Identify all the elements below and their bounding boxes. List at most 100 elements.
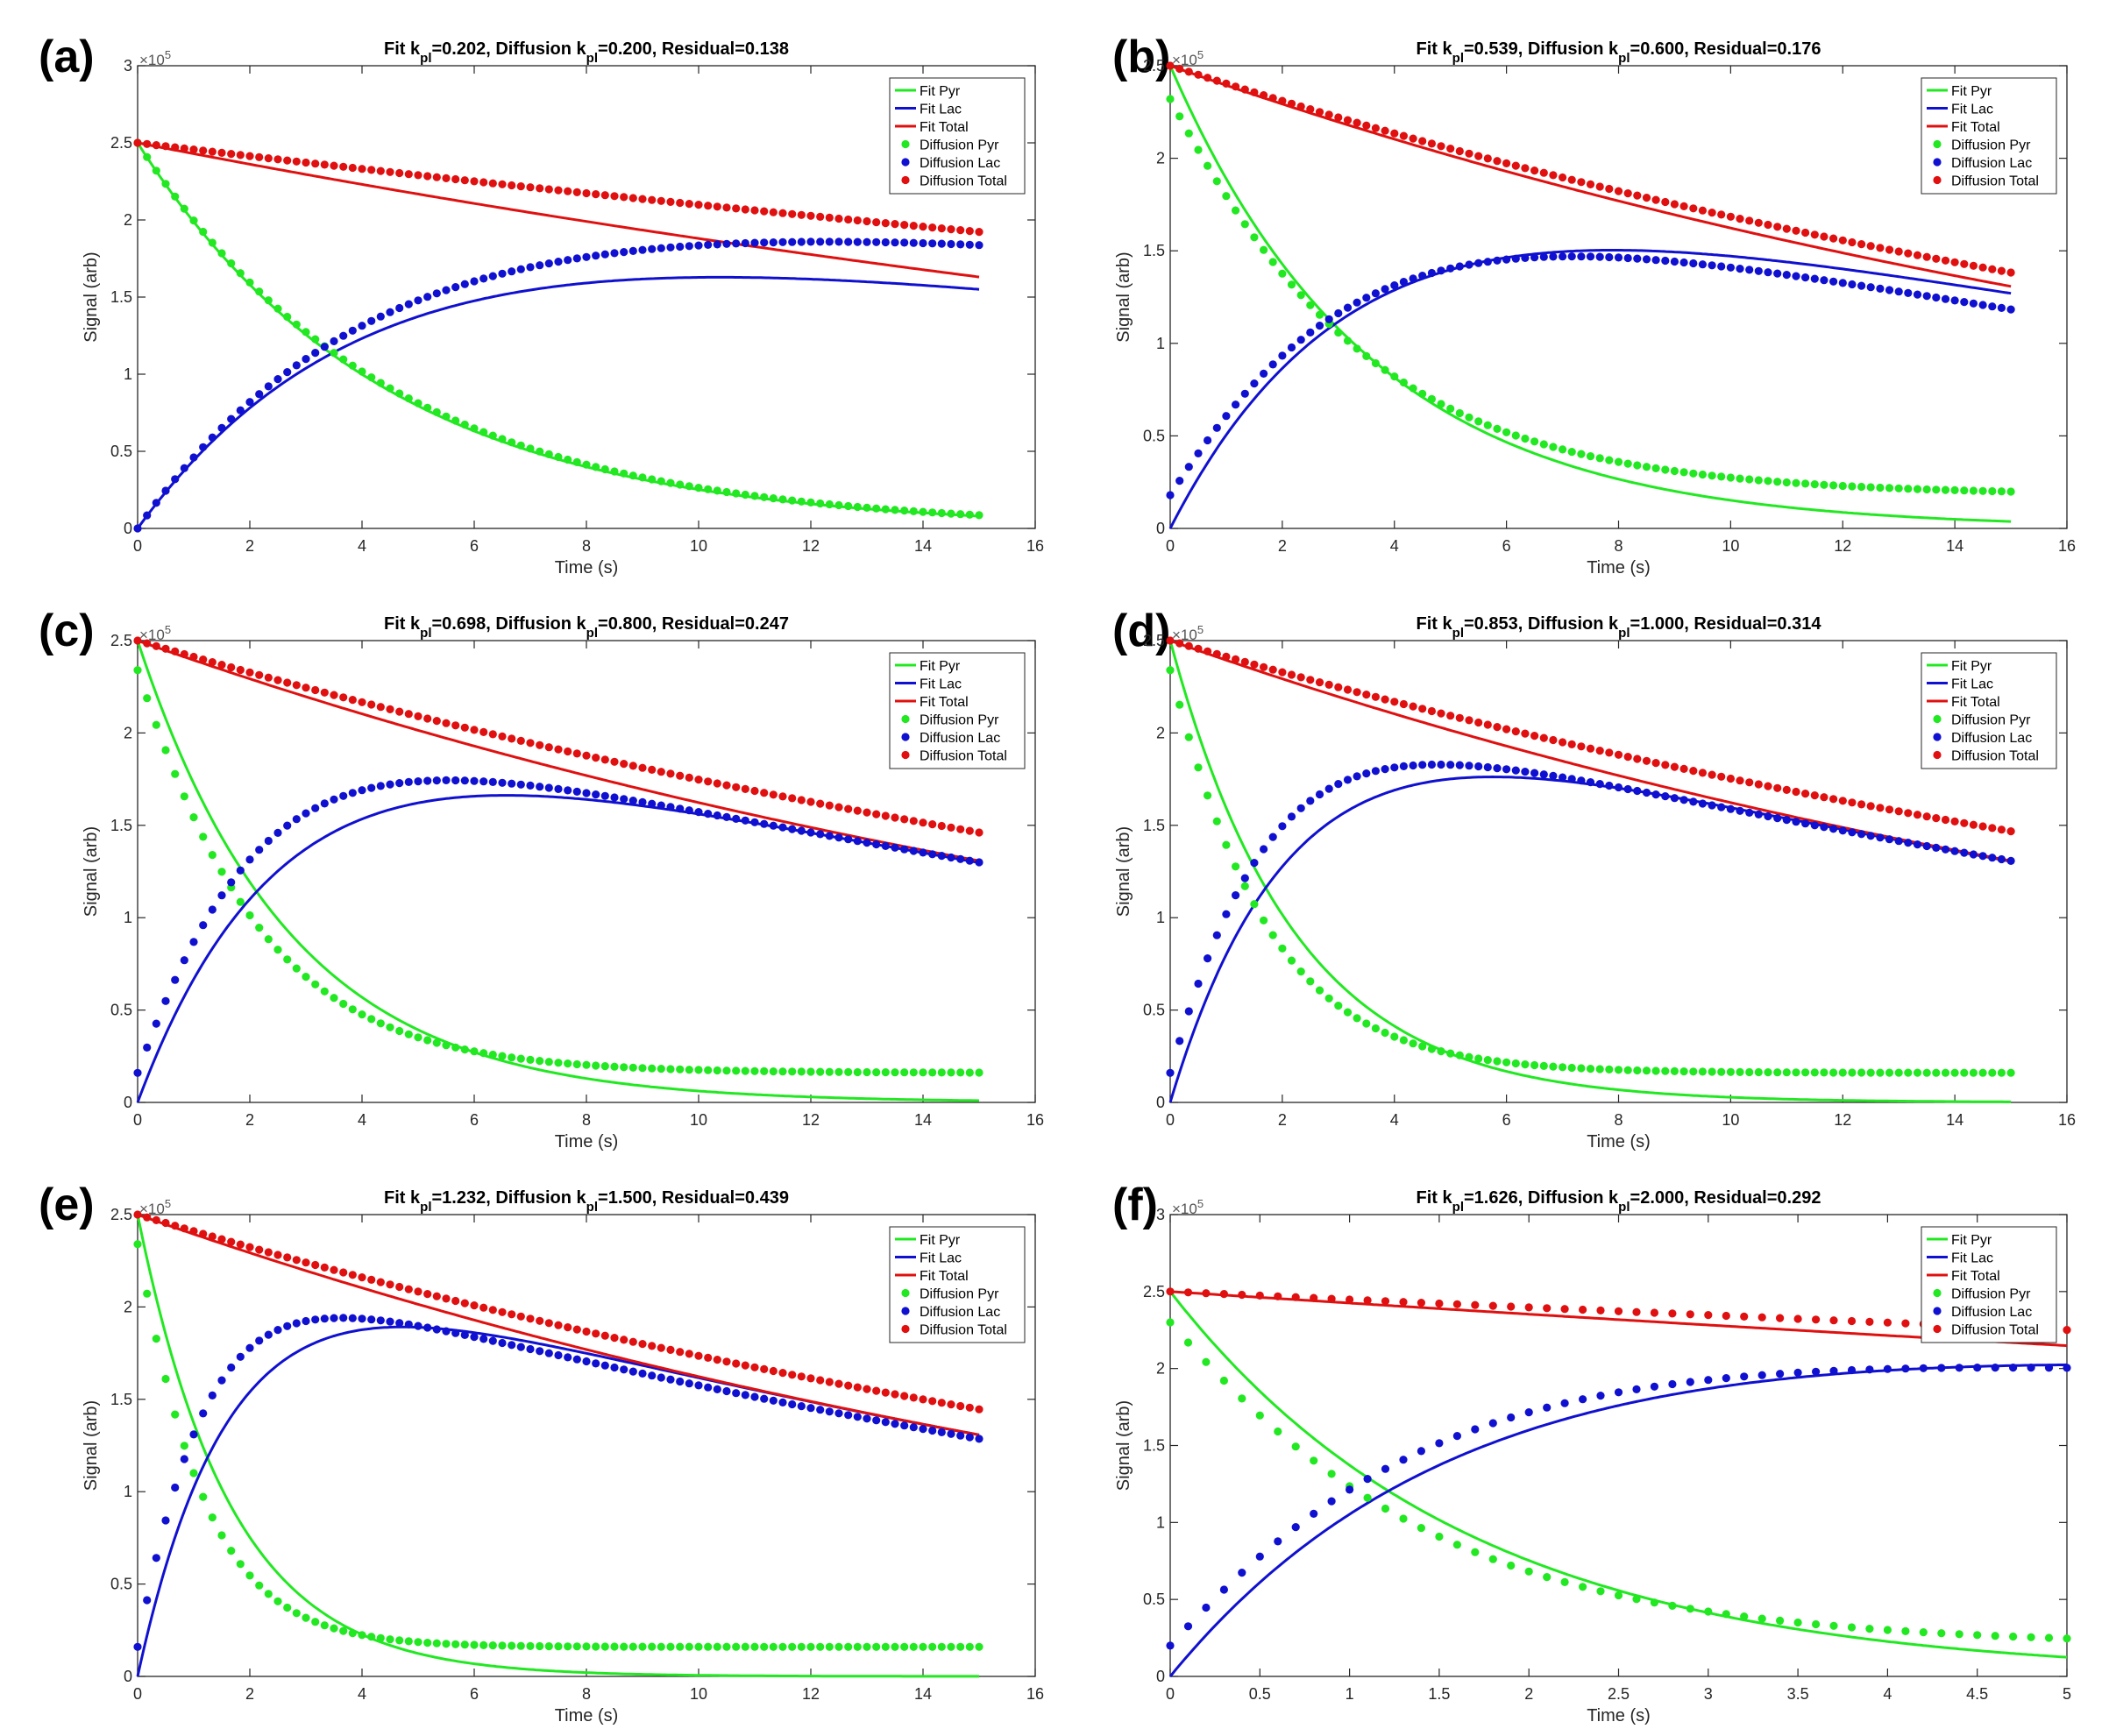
diffusion-pyr-point xyxy=(928,508,937,517)
y-tick-label: 2 xyxy=(1156,150,1165,167)
diffusion-pyr-point xyxy=(834,1642,843,1651)
diffusion-pyr-point xyxy=(1651,464,1660,473)
diffusion-pyr-point xyxy=(1866,1068,1875,1077)
diffusion-total-point xyxy=(937,224,946,233)
diffusion-pyr-point xyxy=(460,420,469,429)
diffusion-total-point xyxy=(1754,218,1763,227)
x-tick-label: 0 xyxy=(133,537,142,555)
diffusion-lac-point xyxy=(152,1554,160,1562)
diffusion-pyr-point xyxy=(330,994,338,1003)
diffusion-total-point xyxy=(834,803,843,811)
diffusion-lac-point xyxy=(386,308,394,316)
diffusion-lac-point xyxy=(919,238,927,248)
diffusion-total-point xyxy=(1820,232,1829,241)
legend-dot-marker xyxy=(1933,750,1942,760)
diffusion-pyr-point xyxy=(302,973,310,981)
diffusion-pyr-point xyxy=(778,495,787,504)
diffusion-total-point xyxy=(498,732,507,741)
diffusion-lac-point xyxy=(1166,1641,1175,1650)
diffusion-pyr-point xyxy=(376,379,385,387)
diffusion-total-point xyxy=(1810,230,1819,239)
diffusion-pyr-point xyxy=(1922,485,1931,494)
diffusion-lac-point xyxy=(1754,810,1763,819)
diffusion-total-point xyxy=(460,723,469,732)
diffusion-lac-point xyxy=(386,1317,394,1326)
diffusion-total-point xyxy=(1184,641,1193,650)
diffusion-lac-point xyxy=(769,1396,778,1405)
x-tick-label: 8 xyxy=(582,537,591,555)
diffusion-pyr-point xyxy=(1829,1068,1838,1077)
diffusion-pyr-point xyxy=(1310,1456,1318,1465)
diffusion-pyr-point xyxy=(245,1571,254,1580)
legend-entry-label: Diffusion Total xyxy=(1951,174,2039,189)
diffusion-pyr-point xyxy=(152,167,160,175)
diffusion-lac-point xyxy=(638,1369,647,1378)
diffusion-pyr-point xyxy=(432,407,441,416)
diffusion-pyr-point xyxy=(797,497,806,506)
diffusion-total-point xyxy=(1642,756,1651,765)
diffusion-lac-point xyxy=(1632,1385,1641,1393)
diffusion-total-point xyxy=(1250,660,1259,669)
y-tick-label: 2.5 xyxy=(1143,1283,1165,1300)
diffusion-pyr-point xyxy=(1857,1068,1866,1077)
diffusion-pyr-point xyxy=(217,1531,226,1540)
diffusion-lac-point xyxy=(1937,1364,1946,1372)
diffusion-total-point xyxy=(143,1213,152,1222)
diffusion-pyr-point xyxy=(600,1642,609,1651)
diffusion-lac-point xyxy=(1997,303,2006,312)
diffusion-pyr-point xyxy=(937,1642,946,1651)
legend-dot-marker xyxy=(901,1324,910,1334)
diffusion-lac-point xyxy=(1801,273,1810,282)
y-tick-label: 1 xyxy=(1156,909,1165,926)
diffusion-total-point xyxy=(1651,759,1660,768)
diffusion-total-point xyxy=(620,193,628,202)
diffusion-total-point xyxy=(732,204,741,213)
diffusion-pyr-point xyxy=(1614,1591,1623,1600)
diffusion-lac-point xyxy=(1865,1365,1874,1374)
diffusion-total-point xyxy=(1848,798,1857,807)
x-tick-label: 8 xyxy=(1614,537,1623,555)
diffusion-pyr-point xyxy=(1507,1561,1516,1570)
diffusion-lac-point xyxy=(1166,491,1175,500)
diffusion-pyr-point xyxy=(451,1043,460,1052)
diffusion-pyr-point xyxy=(1399,378,1408,387)
chart-title: Fit kpl=0.698, Diffusion kpl=0.800, Resi… xyxy=(384,614,789,641)
diffusion-total-point xyxy=(1166,1287,1175,1296)
diffusion-total-point xyxy=(1764,220,1772,230)
diffusion-lac-point xyxy=(572,787,581,797)
diffusion-total-point xyxy=(1922,252,1931,261)
y-exponent-label: ×105 xyxy=(1172,1197,1204,1218)
diffusion-total-point xyxy=(872,218,881,227)
x-tick-label: 10 xyxy=(1722,537,1739,555)
diffusion-total-point xyxy=(1838,236,1847,244)
diffusion-pyr-point xyxy=(536,447,544,456)
diffusion-pyr-point xyxy=(1885,484,1894,492)
diffusion-lac-point xyxy=(1726,804,1735,813)
diffusion-pyr-point xyxy=(947,1068,955,1077)
y-tick-label: 1.5 xyxy=(1143,242,1165,259)
diffusion-total-point xyxy=(778,792,787,801)
diffusion-total-point xyxy=(526,183,535,192)
legend-entry-label: Diffusion Lac xyxy=(1951,156,2032,171)
diffusion-total-point xyxy=(891,220,899,229)
diffusion-total-point xyxy=(1904,249,1913,258)
chart-panel-c: (c) Fit kpl=0.698, Diffusion kpl=0.800, R… xyxy=(39,606,1044,1151)
legend-entry-label: Fit Total xyxy=(920,1269,969,1284)
diffusion-lac-point xyxy=(508,1341,516,1350)
diffusion-lac-point xyxy=(928,239,937,248)
diffusion-lac-point xyxy=(1605,252,1614,262)
diffusion-lac-point xyxy=(1810,274,1819,283)
diffusion-total-point xyxy=(171,1222,180,1230)
legend-box xyxy=(1921,1226,2057,1343)
diffusion-total-point xyxy=(713,779,721,788)
x-tick-label: 10 xyxy=(690,537,707,555)
diffusion-pyr-point xyxy=(797,1642,806,1651)
legend-box xyxy=(1921,652,2057,769)
diffusion-pyr-point xyxy=(825,1642,834,1651)
diffusion-pyr-point xyxy=(732,1642,741,1651)
diffusion-total-point xyxy=(816,212,825,221)
diffusion-lac-point xyxy=(376,312,385,321)
diffusion-lac-point xyxy=(872,237,881,246)
diffusion-total-point xyxy=(536,1316,544,1325)
diffusion-total-point xyxy=(1708,770,1716,779)
